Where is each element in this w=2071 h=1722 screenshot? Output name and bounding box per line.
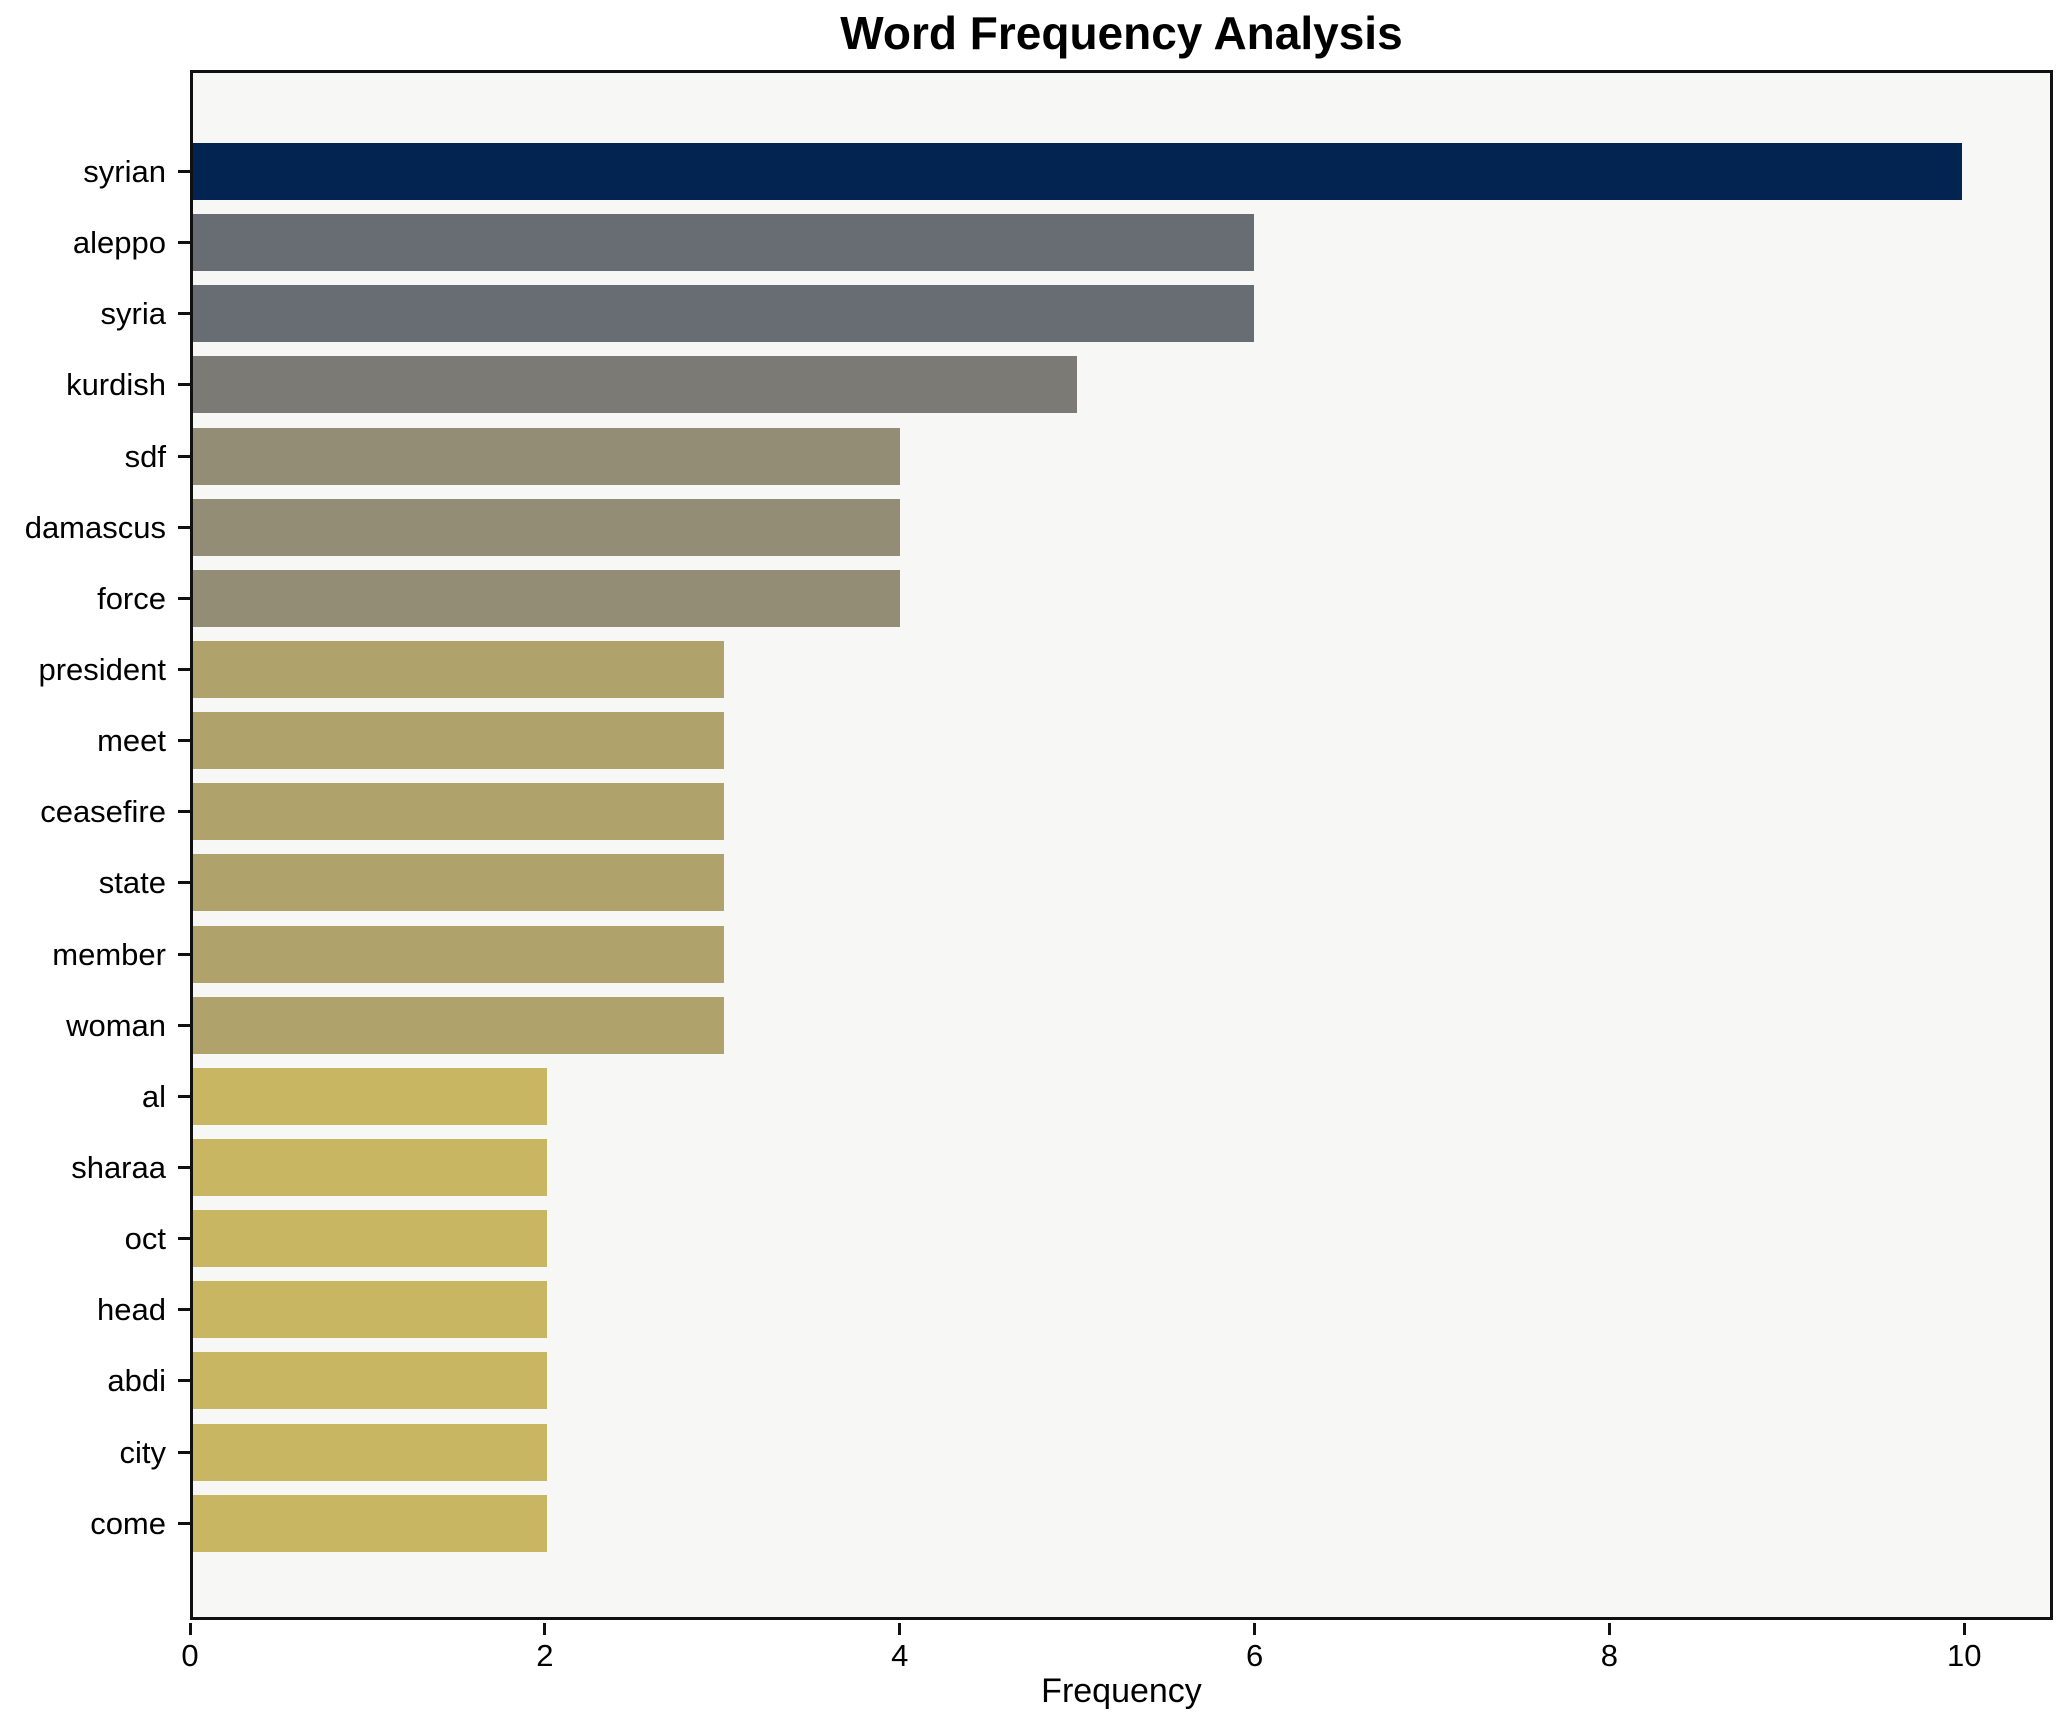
bar-row: al xyxy=(142,1061,2050,1132)
y-tick-mark xyxy=(178,1521,190,1525)
bar-row: come xyxy=(90,1488,2050,1559)
bar xyxy=(193,1423,547,1481)
chart-title: Word Frequency Analysis xyxy=(840,7,1403,59)
y-tick-label: head xyxy=(97,1292,166,1328)
bar xyxy=(193,143,1962,200)
bar xyxy=(193,640,724,698)
bar xyxy=(193,1138,547,1196)
y-tick-mark xyxy=(178,383,190,387)
y-tick-mark xyxy=(178,525,190,529)
x-tick-mark xyxy=(1253,1623,1257,1635)
bar xyxy=(193,1210,547,1268)
bar-row: syria xyxy=(101,278,2050,349)
bar xyxy=(193,1494,547,1552)
bar-row: oct xyxy=(125,1203,2050,1274)
bar-row: abdi xyxy=(107,1345,2050,1416)
y-tick-label: syria xyxy=(100,296,166,332)
bar xyxy=(193,1352,547,1410)
x-axis: 0 2 4 6 8 10 xyxy=(181,1620,2053,1680)
bar xyxy=(193,356,1078,414)
y-tick-label: aleppo xyxy=(72,225,166,261)
y-tick-mark xyxy=(178,1094,190,1098)
y-tick-mark xyxy=(178,241,190,245)
bar xyxy=(193,498,901,556)
y-tick-mark xyxy=(178,1165,190,1169)
y-tick-label: sharaa xyxy=(71,1149,166,1185)
bar xyxy=(193,712,724,770)
bar xyxy=(193,783,724,841)
bar xyxy=(193,1281,547,1339)
x-tick-mark xyxy=(543,1623,547,1635)
y-tick-label: president xyxy=(38,651,166,687)
bar-row: syrian xyxy=(83,136,2050,207)
bar-row: sharaa xyxy=(71,1132,2050,1203)
bar-row: force xyxy=(97,563,2050,634)
bar xyxy=(193,569,901,627)
plot-area: syrian aleppo syria kurdish sdf damascus force… xyxy=(25,70,2053,1620)
x-tick-label: 8 xyxy=(1600,1638,1619,1673)
bar-row: ceasefire xyxy=(40,776,2050,847)
bar-row: kurdish xyxy=(66,349,2050,420)
y-tick-label: sdf xyxy=(124,438,166,474)
x-tick-label: 2 xyxy=(536,1638,554,1673)
y-tick-mark xyxy=(178,596,190,600)
y-tick-mark xyxy=(178,952,190,956)
y-tick-mark xyxy=(178,810,190,814)
y-tick-mark xyxy=(178,1308,190,1312)
bar-row: meet xyxy=(97,705,2050,776)
bar-row: member xyxy=(52,919,2050,990)
x-tick-label: 0 xyxy=(181,1638,199,1673)
bar-row: damascus xyxy=(25,492,2050,563)
y-tick-mark xyxy=(178,454,190,458)
bar xyxy=(193,925,724,983)
y-tick-label: ceasefire xyxy=(40,794,166,830)
y-tick-label: city xyxy=(119,1434,167,1470)
y-tick-label: woman xyxy=(66,1007,166,1043)
y-tick-label: kurdish xyxy=(66,367,166,403)
y-tick-mark xyxy=(178,1450,190,1454)
y-tick-mark xyxy=(178,170,190,173)
bar-row: sdf xyxy=(125,421,2050,492)
bar-row: state xyxy=(99,847,2050,918)
bars-region: syrian aleppo syria kurdish sdf damascus force… xyxy=(25,73,2050,1617)
x-tick-label: 6 xyxy=(1245,1638,1264,1673)
bar-row: aleppo xyxy=(73,207,2050,278)
x-tick-mark xyxy=(188,1623,192,1635)
bar xyxy=(193,1067,547,1125)
y-tick-label: member xyxy=(52,936,166,972)
y-tick-mark xyxy=(178,1379,190,1383)
y-tick-mark xyxy=(178,1023,190,1027)
bar xyxy=(193,427,901,485)
x-tick-mark xyxy=(898,1623,902,1635)
bar-row: woman xyxy=(66,990,2050,1061)
y-tick-label: oct xyxy=(124,1221,166,1257)
y-tick-mark xyxy=(178,739,190,743)
x-tick-label: 4 xyxy=(891,1638,909,1673)
y-tick-mark xyxy=(178,312,190,316)
y-tick-mark xyxy=(178,667,190,671)
x-tick-mark xyxy=(1607,1623,1611,1635)
y-tick-label: al xyxy=(141,1078,166,1114)
x-axis-label: Frequency xyxy=(1041,1672,1202,1710)
bar xyxy=(193,996,724,1054)
x-tick-mark xyxy=(1962,1623,1966,1635)
y-tick-mark xyxy=(178,881,190,885)
y-tick-label: state xyxy=(98,865,166,901)
y-tick-label: damascus xyxy=(24,509,166,545)
y-tick-label: meet xyxy=(97,723,166,759)
bar-row: president xyxy=(38,634,2050,705)
bar xyxy=(193,285,1255,343)
x-tick-label: 10 xyxy=(1947,1638,1982,1673)
y-tick-label: abdi xyxy=(107,1363,166,1399)
bar-row: head xyxy=(97,1274,2050,1345)
bar xyxy=(193,854,724,912)
y-tick-mark xyxy=(178,1237,190,1241)
y-tick-label: come xyxy=(90,1505,166,1541)
bar-row: city xyxy=(120,1417,2050,1488)
bar xyxy=(193,214,1255,272)
y-tick-label: force xyxy=(97,580,166,616)
y-tick-label: syrian xyxy=(83,154,166,189)
